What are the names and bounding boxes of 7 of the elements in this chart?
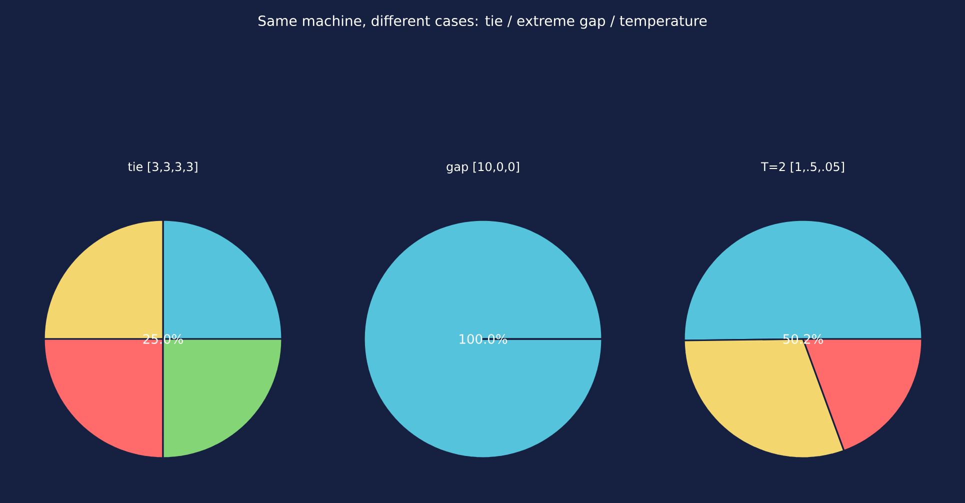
- data-label: 100.0%: [460, 334, 508, 344]
- data-label: 25.0%: [143, 334, 183, 344]
- text: Same machine, different cases: tie / extreme gap / temperature: [258, 15, 707, 29]
- chart-title: tie [3,3,3,3]: [128, 162, 198, 173]
- data-label: 50.2%: [783, 334, 823, 344]
- chart-title: gap [10,0,0]: [446, 162, 519, 174]
- chart-title: T=2 [1,.5,.05]: [760, 162, 844, 173]
